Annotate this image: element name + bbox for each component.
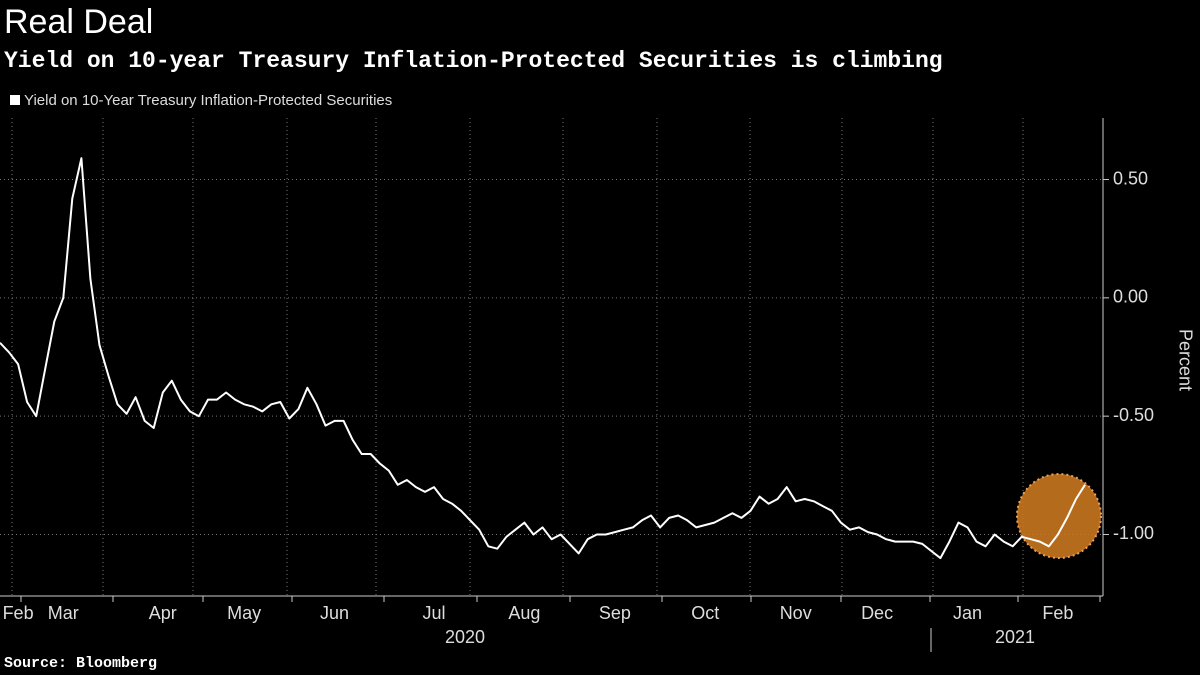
year-label: 2021 xyxy=(995,627,1035,647)
x-tick-label: Jun xyxy=(320,603,349,623)
highlight-circle xyxy=(1016,473,1102,559)
x-tick-label: Jan xyxy=(953,603,982,623)
chart-title: Real Deal xyxy=(4,3,153,41)
x-tick-label: Feb xyxy=(3,603,34,623)
x-tick-label: Dec xyxy=(861,603,893,623)
chart-subtitle: Yield on 10-year Treasury Inflation-Prot… xyxy=(4,48,943,74)
legend-swatch xyxy=(10,95,20,105)
legend-label: Yield on 10-Year Treasury Inflation-Prot… xyxy=(24,92,392,109)
y-tick-label: -1.00 xyxy=(1113,523,1154,543)
y-axis-label: Percent xyxy=(1175,329,1195,391)
x-tick-label: Apr xyxy=(149,603,177,623)
x-tick-label: Mar xyxy=(48,603,79,623)
y-tick-label: 0.00 xyxy=(1113,287,1148,307)
x-tick-label: Feb xyxy=(1042,603,1073,623)
series-line xyxy=(0,157,1086,560)
x-tick-label: Sep xyxy=(599,603,631,623)
y-tick-label: 0.50 xyxy=(1113,168,1148,188)
x-tick-label: Nov xyxy=(780,603,812,623)
y-tick-label: -0.50 xyxy=(1113,405,1154,425)
x-tick-label: Jul xyxy=(423,603,446,623)
x-tick-label: May xyxy=(227,603,261,623)
source: Source: Bloomberg xyxy=(4,655,157,672)
year-label: 2020 xyxy=(445,627,485,647)
x-tick-label: Oct xyxy=(691,603,719,623)
x-tick-label: Aug xyxy=(508,603,540,623)
